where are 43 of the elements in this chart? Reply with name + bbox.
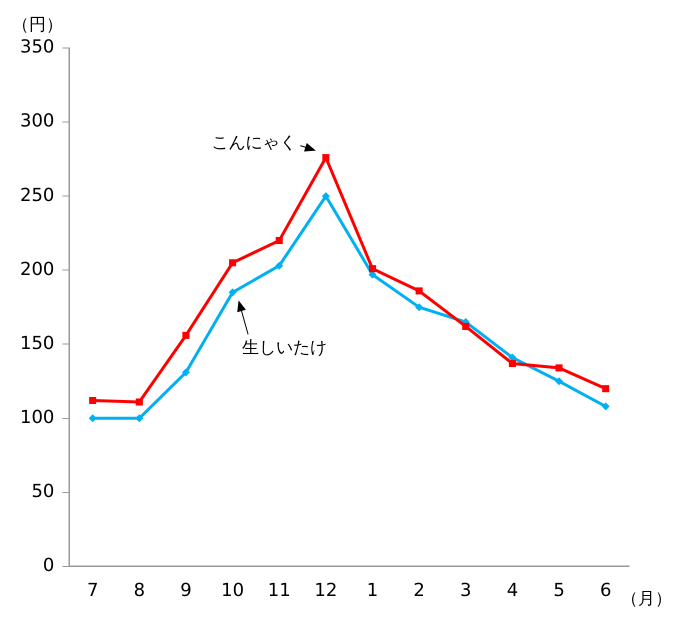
- y-tick-label: 100: [20, 406, 54, 428]
- point: [229, 259, 236, 266]
- x-tick-label: 2: [413, 580, 425, 601]
- point: [556, 364, 563, 372]
- point: [555, 377, 564, 386]
- x-tick-label: 11: [268, 580, 291, 601]
- point: [228, 288, 237, 296]
- point: [276, 237, 283, 244]
- y-tick-label: 0: [42, 555, 54, 576]
- x-tick-label: 12: [314, 580, 338, 601]
- point: [275, 262, 284, 270]
- point: [322, 154, 330, 162]
- x-axis-title: （月）: [621, 588, 672, 609]
- point: [462, 322, 470, 330]
- point: [416, 287, 423, 294]
- point: [368, 265, 376, 272]
- y-tick-label: 150: [20, 332, 54, 354]
- y-tick-label: 50: [31, 481, 54, 502]
- y-tick-label: 350: [20, 36, 54, 58]
- x-tick-label: 7: [86, 580, 98, 601]
- point: [602, 385, 610, 392]
- x-tick-label: 8: [134, 580, 146, 601]
- x-tick-label: 3: [460, 580, 472, 601]
- point: [136, 398, 143, 406]
- x-tick-label: 1: [366, 580, 378, 601]
- series-label: 生しいたけ: [242, 338, 328, 358]
- y-tick-label: 250: [20, 184, 54, 206]
- point: [182, 332, 190, 339]
- point: [508, 360, 516, 368]
- x-tick-label: 4: [506, 580, 518, 601]
- x-tick-label: 10: [221, 580, 244, 601]
- x-tick-label: 5: [553, 580, 565, 601]
- y-tick-label: 300: [20, 110, 54, 132]
- point: [182, 368, 190, 376]
- point: [322, 192, 330, 200]
- point: [415, 303, 424, 312]
- y-axis-title: （円）: [12, 14, 63, 35]
- x-tick-label: 9: [180, 580, 192, 601]
- point: [89, 396, 96, 404]
- y-tick-label: 200: [20, 258, 54, 280]
- series-label: こんにゃく: [211, 133, 296, 154]
- point: [602, 402, 610, 410]
- x-tick-label: 6: [600, 580, 612, 601]
